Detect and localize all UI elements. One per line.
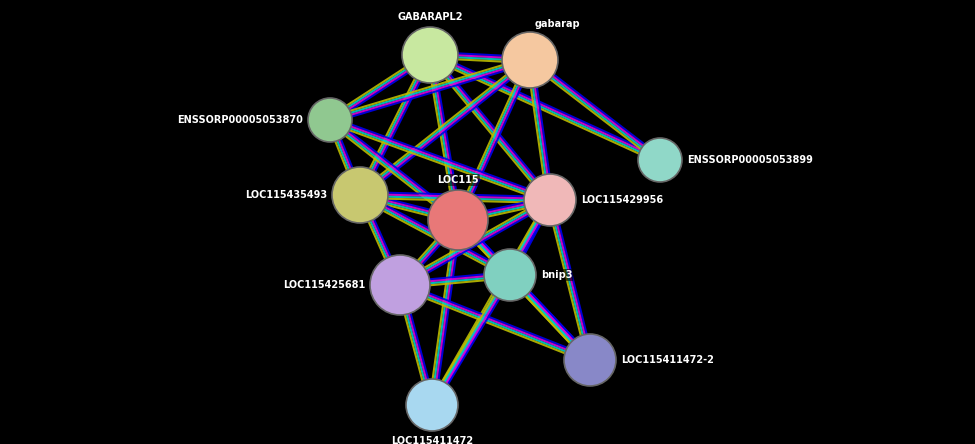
Text: LOC115429956: LOC115429956 <box>581 195 663 205</box>
Circle shape <box>502 32 558 88</box>
Circle shape <box>402 27 458 83</box>
Circle shape <box>524 174 576 226</box>
Text: GABARAPL2: GABARAPL2 <box>397 12 463 22</box>
Circle shape <box>332 167 388 223</box>
Text: LOC115435493: LOC115435493 <box>245 190 327 200</box>
Circle shape <box>308 98 352 142</box>
Circle shape <box>406 379 458 431</box>
Text: ENSSORP00005053870: ENSSORP00005053870 <box>177 115 303 125</box>
Circle shape <box>428 190 488 250</box>
Circle shape <box>484 249 536 301</box>
Circle shape <box>564 334 616 386</box>
Text: LOC115411472: LOC115411472 <box>391 436 473 444</box>
Circle shape <box>638 138 682 182</box>
Text: LOC115411472-2: LOC115411472-2 <box>621 355 714 365</box>
Text: LOC115: LOC115 <box>437 175 479 185</box>
Text: gabarap: gabarap <box>535 19 581 29</box>
Text: bnip3: bnip3 <box>541 270 572 280</box>
Text: ENSSORP00005053899: ENSSORP00005053899 <box>687 155 813 165</box>
Circle shape <box>370 255 430 315</box>
Text: LOC115425681: LOC115425681 <box>283 280 365 290</box>
